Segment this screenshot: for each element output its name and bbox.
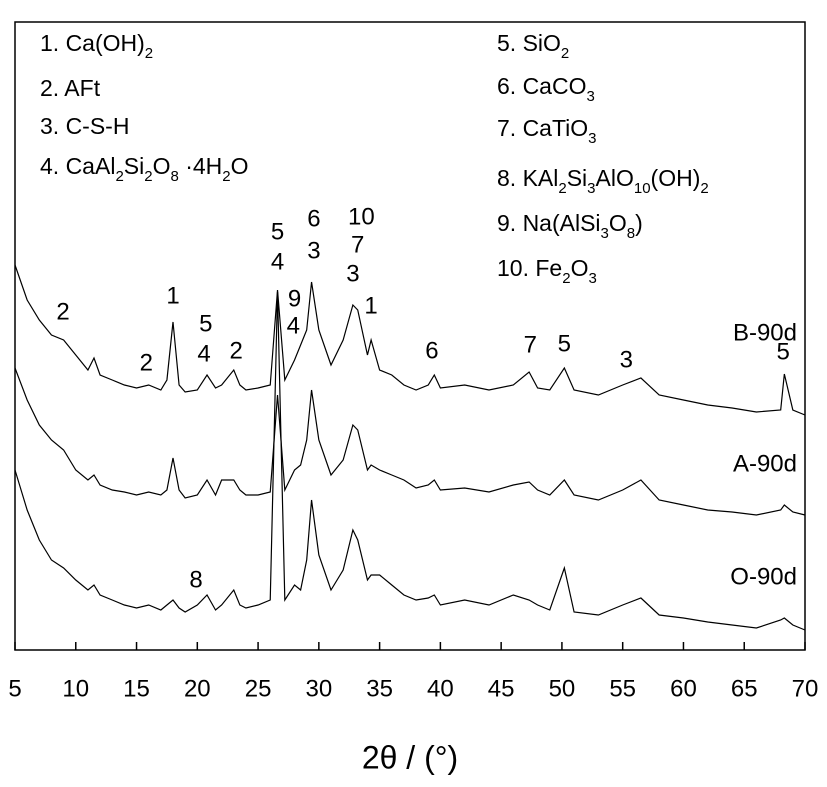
legend-entry: 6. CaCO3 [497, 73, 595, 105]
peak-label: 3 [346, 260, 359, 287]
legend-subscript: 10 [634, 180, 651, 197]
series-label: A-90d [733, 450, 797, 477]
legend-subscript: 2 [222, 168, 230, 185]
legend-text: 1. Ca(OH) [40, 30, 145, 56]
xrd-pattern [14, 367, 806, 516]
legend-text: 6. CaCO [497, 73, 586, 99]
x-tick-label: 70 [792, 675, 819, 702]
legend-text: O [609, 210, 627, 236]
legend-text: 10. Fe [497, 255, 562, 281]
legend-text: 5. SiO [497, 30, 561, 56]
legend-subscript: 8 [627, 225, 635, 242]
xrd-pattern [14, 264, 806, 416]
x-tick-label: 65 [731, 675, 758, 702]
legend-text: Si [567, 165, 587, 191]
legend-subscript: 8 [170, 168, 178, 185]
legend-subscript: 2 [700, 180, 708, 197]
peak-label: 6 [425, 337, 438, 364]
x-tick-label: 15 [123, 675, 150, 702]
legend-text: AlO [596, 165, 634, 191]
peak-label: 1 [166, 282, 179, 309]
peak-label: 5 [776, 338, 789, 365]
legend-text: O [153, 153, 171, 179]
peak-label: 4 [271, 248, 284, 275]
x-tick-label: 50 [549, 675, 576, 702]
x-tick-label: 10 [62, 675, 89, 702]
legend-subscript: 2 [562, 270, 570, 287]
x-tick-label: 30 [305, 675, 332, 702]
legend-text: Si [124, 153, 144, 179]
peak-label: 8 [189, 566, 202, 593]
legend-text: ) [635, 210, 643, 236]
plot-frame [14, 21, 806, 651]
legend-entry: 5. SiO2 [497, 30, 569, 62]
legend-subscript: 3 [601, 225, 609, 242]
legend-text: 3. C-S-H [40, 113, 129, 139]
peak-label: 2 [230, 337, 243, 364]
x-tick-label: 25 [245, 675, 272, 702]
legend-entry: 10. Fe2O3 [497, 255, 597, 287]
peak-label: 10 [348, 203, 375, 230]
xrd-pattern [14, 291, 806, 631]
series-label: O-90d [730, 563, 797, 590]
x-tick-label: 60 [670, 675, 697, 702]
x-tick-label: 55 [609, 675, 636, 702]
x-tick-label: 45 [488, 675, 515, 702]
legend-text: O [571, 255, 589, 281]
legend-text: ·4H [179, 153, 222, 179]
legend-entry: 4. CaAl2Si2O8 ·4H2O [40, 153, 249, 185]
legend-entry: 8. KAl2Si3AlO10(OH)2 [497, 165, 709, 197]
legend-entry: 9. Na(AlSi3O8) [497, 210, 643, 242]
legend-subscript: 3 [586, 88, 594, 105]
peak-label: 3 [620, 346, 633, 373]
legend-entry: 2. AFt [40, 75, 101, 101]
series-label: B-90d [733, 319, 797, 346]
legend-text: 7. CaTiO [497, 115, 588, 141]
x-tick-label: 40 [427, 675, 454, 702]
peak-label: 4 [197, 340, 210, 367]
legend-subscript: 3 [588, 130, 596, 147]
legend-text: O [231, 153, 249, 179]
peak-label: 5 [199, 310, 212, 337]
legend-text: 2. AFt [40, 75, 101, 101]
x-tick-label: 35 [366, 675, 393, 702]
legend-entry: 1. Ca(OH)2 [40, 30, 153, 62]
peak-label: 5 [271, 218, 284, 245]
x-axis-label: 2θ / (°) [362, 739, 458, 775]
legend-subscript: 2 [144, 168, 152, 185]
legend-subscript: 3 [588, 270, 596, 287]
legend-subscript: 2 [145, 45, 153, 62]
legend-text: (OH) [651, 165, 701, 191]
legend-text: 9. Na(AlSi [497, 210, 601, 236]
legend-text: 8. KAl [497, 165, 558, 191]
legend-subscript: 2 [115, 168, 123, 185]
legend-entry: 7. CaTiO3 [497, 115, 597, 147]
legend-subscript: 2 [561, 45, 569, 62]
legend-text: 4. CaAl [40, 153, 115, 179]
legend-subscript: 2 [558, 180, 566, 197]
legend-entry: 3. C-S-H [40, 113, 129, 139]
peak-label: 7 [524, 331, 537, 358]
peak-label: 4 [287, 312, 300, 339]
x-tick-label: 20 [184, 675, 211, 702]
peak-label: 1 [364, 292, 377, 319]
x-tick-label: 5 [8, 675, 21, 702]
peak-label: 9 [288, 285, 301, 312]
peak-label: 2 [56, 298, 69, 325]
peak-label: 6 [307, 205, 320, 232]
peak-label: 3 [307, 237, 320, 264]
peak-label: 2 [140, 349, 153, 376]
peak-label: 7 [351, 231, 364, 258]
legend-subscript: 3 [587, 180, 595, 197]
peak-label: 5 [558, 330, 571, 357]
